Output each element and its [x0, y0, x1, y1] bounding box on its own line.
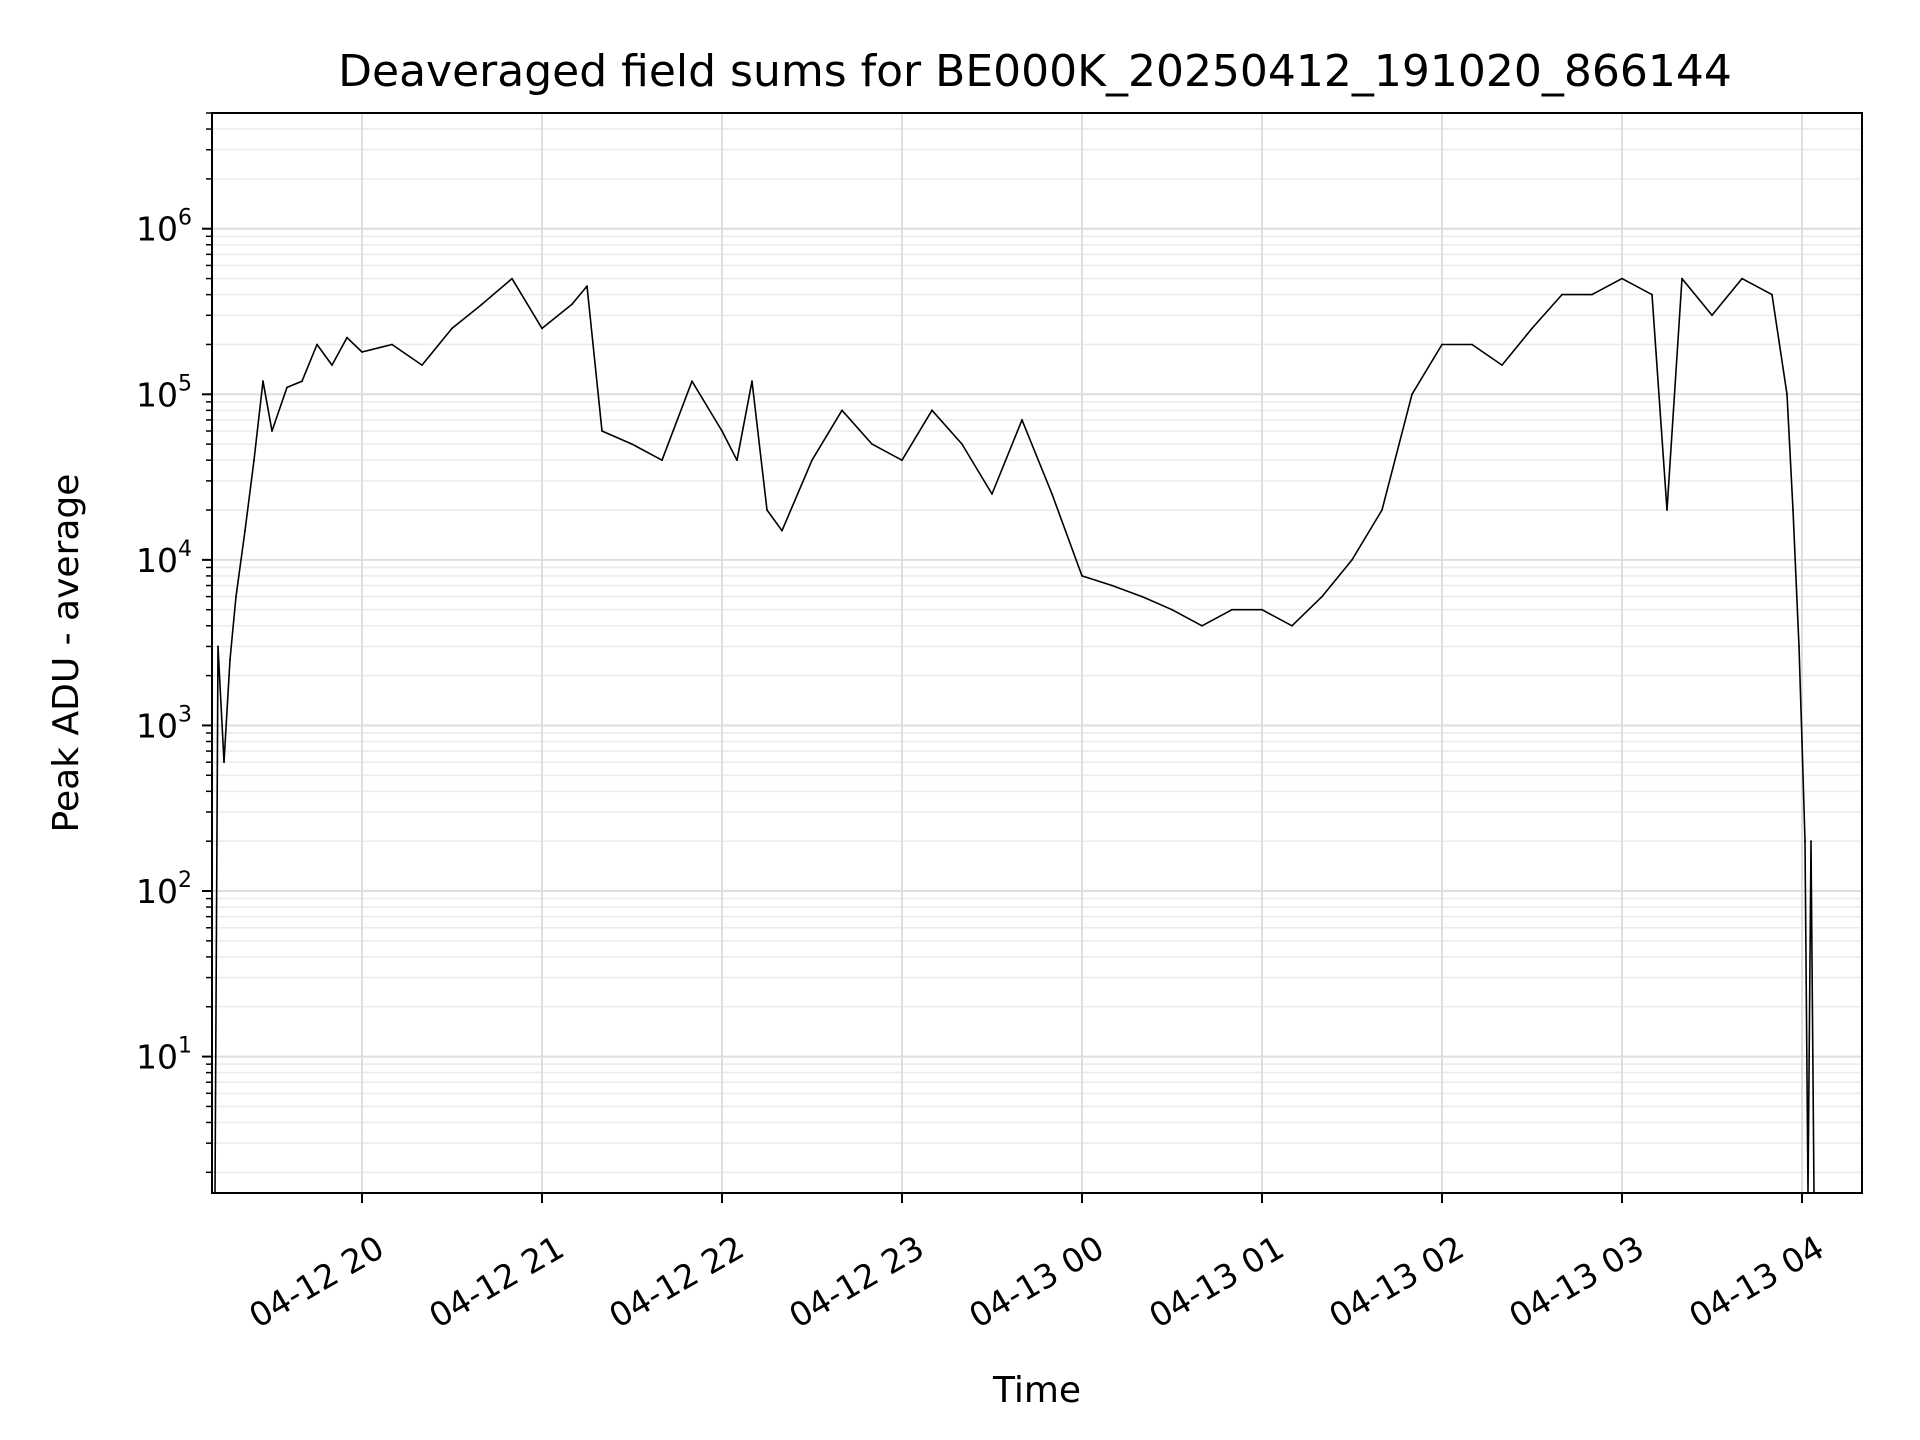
data-point [1666, 509, 1668, 511]
data-point [751, 380, 753, 383]
data-point [481, 303, 483, 306]
data-point [1231, 608, 1233, 611]
data-point [1441, 343, 1443, 346]
data-point [1291, 624, 1293, 627]
data-point [631, 443, 633, 445]
data-point [217, 645, 219, 648]
data-point [841, 409, 843, 412]
data-point [301, 380, 303, 383]
data-point [1798, 645, 1800, 648]
x-axis-label: Time [992, 1370, 1081, 1411]
plot-frame [211, 112, 1863, 1194]
y-tick-label: 104 [136, 537, 192, 580]
data-point [235, 595, 237, 598]
data-point [1021, 419, 1023, 421]
y-tick-label: 101 [136, 1034, 192, 1077]
data-point [1711, 314, 1713, 317]
data-point [766, 509, 768, 511]
data-point [571, 303, 573, 306]
data-point [1111, 584, 1113, 587]
data-point [1771, 293, 1773, 296]
data-point [1141, 595, 1143, 598]
data-point [271, 430, 273, 432]
data-point [331, 364, 333, 366]
data-point [361, 351, 363, 353]
data-point [1351, 559, 1353, 561]
data-point [1081, 575, 1083, 577]
data-point [421, 364, 423, 366]
data-point [262, 380, 264, 383]
data-point [991, 493, 993, 495]
data-point [1681, 277, 1683, 280]
data-point [223, 761, 225, 764]
chart-title: Deaveraged field sums for BE000K_2025041… [338, 46, 1732, 97]
data-point [1786, 393, 1788, 396]
data-point [1810, 840, 1812, 843]
data-point [1051, 493, 1053, 495]
series-line [214, 277, 1815, 1194]
data-point [1651, 293, 1653, 296]
data-point [1621, 277, 1623, 280]
data-point [811, 459, 813, 462]
y-axis-label: Peak ADU - average [46, 474, 87, 833]
data-point [1171, 608, 1173, 611]
data-point [781, 529, 783, 532]
data-point [871, 443, 873, 445]
data-point [1801, 740, 1803, 743]
data-point [1381, 509, 1383, 511]
data-point [601, 430, 603, 432]
y-tick-label: 103 [136, 702, 192, 745]
y-tick-label: 105 [136, 371, 192, 414]
data-point [901, 459, 903, 462]
data-point [1591, 293, 1593, 296]
data-point [511, 277, 513, 280]
data-point [391, 343, 393, 346]
data-point [253, 459, 255, 462]
data-point [961, 443, 963, 445]
y-axis: 101 102 103 104 105 106 [136, 112, 212, 1174]
data-point [451, 327, 453, 330]
data-point [1792, 509, 1794, 511]
data-point [1411, 393, 1413, 396]
data-point [1741, 277, 1743, 280]
y-tick-label: 106 [136, 206, 192, 249]
data-point [541, 327, 543, 330]
data-point [229, 658, 231, 661]
series-layer [214, 277, 1815, 1194]
data-point [286, 386, 288, 389]
data-point [1471, 343, 1473, 346]
data-point [1561, 293, 1563, 296]
data-point [316, 343, 318, 346]
data-point [691, 380, 693, 383]
grid [212, 112, 1862, 1193]
y-tick-label: 102 [136, 868, 192, 911]
data-point [244, 529, 246, 532]
data-point [1201, 624, 1203, 627]
data-point [931, 409, 933, 412]
data-point [1501, 364, 1503, 366]
data-point [661, 459, 663, 462]
data-point [586, 285, 588, 287]
data-point [1261, 608, 1263, 611]
data-point [736, 459, 738, 462]
data-point [1804, 840, 1806, 843]
data-point [721, 430, 723, 432]
data-point [1531, 327, 1533, 330]
data-point [1321, 595, 1323, 598]
data-point [346, 336, 348, 339]
